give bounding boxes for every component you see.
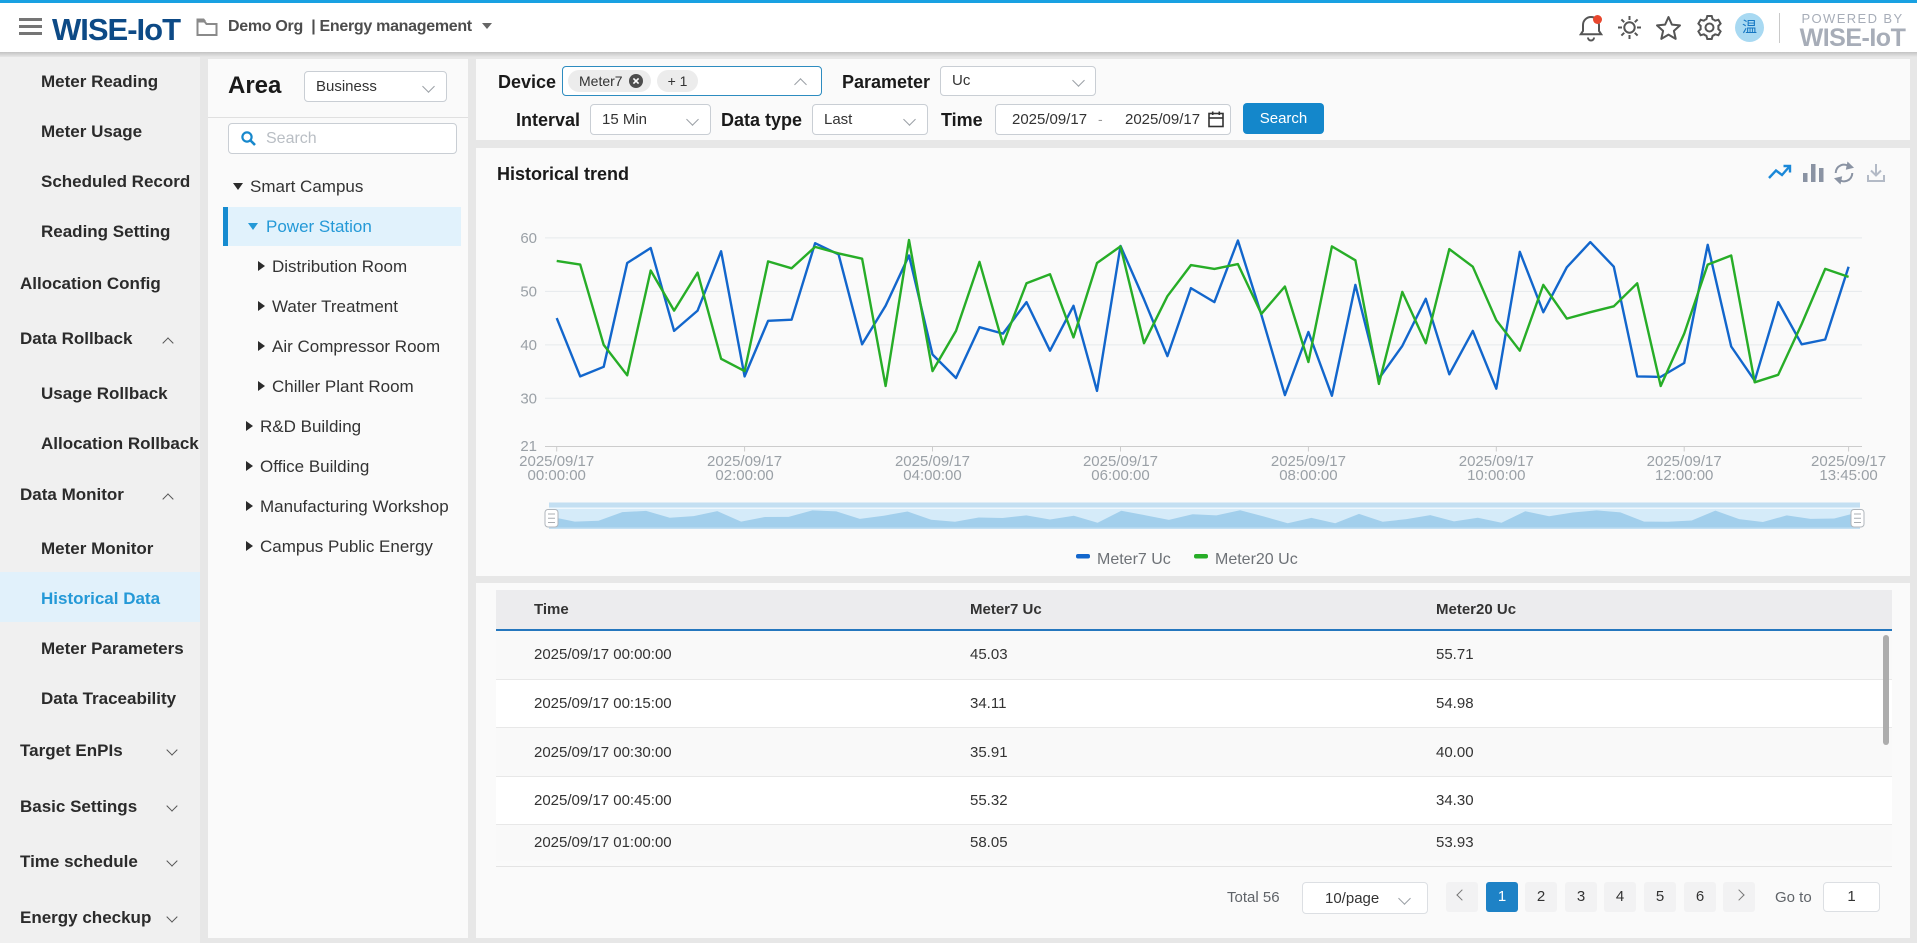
svg-text:40: 40 bbox=[520, 337, 537, 354]
svg-text:00:00:00: 00:00:00 bbox=[528, 467, 586, 484]
svg-text:Meter7 Uc: Meter7 Uc bbox=[1097, 551, 1171, 568]
svg-text:2025/09/17: 2025/09/17 bbox=[519, 453, 594, 470]
svg-text:08:00:00: 08:00:00 bbox=[1279, 467, 1337, 484]
svg-text:2025/09/17: 2025/09/17 bbox=[1647, 453, 1722, 470]
svg-text:30: 30 bbox=[520, 390, 537, 407]
svg-text:10:00:00: 10:00:00 bbox=[1467, 467, 1525, 484]
svg-text:04:00:00: 04:00:00 bbox=[903, 467, 961, 484]
svg-text:02:00:00: 02:00:00 bbox=[715, 467, 773, 484]
svg-text:2025/09/17: 2025/09/17 bbox=[1083, 453, 1158, 470]
svg-text:60: 60 bbox=[520, 230, 537, 247]
svg-text:50: 50 bbox=[520, 283, 537, 300]
svg-text:06:00:00: 06:00:00 bbox=[1091, 467, 1149, 484]
svg-text:2025/09/17: 2025/09/17 bbox=[1811, 453, 1886, 470]
svg-text:2025/09/17: 2025/09/17 bbox=[895, 453, 970, 470]
svg-text:21: 21 bbox=[520, 438, 537, 455]
svg-text:2025/09/17: 2025/09/17 bbox=[1459, 453, 1534, 470]
svg-text:Meter20 Uc: Meter20 Uc bbox=[1215, 551, 1298, 568]
svg-text:12:00:00: 12:00:00 bbox=[1655, 467, 1713, 484]
svg-text:2025/09/17: 2025/09/17 bbox=[707, 453, 782, 470]
svg-text:2025/09/17: 2025/09/17 bbox=[1271, 453, 1346, 470]
svg-text:13:45:00: 13:45:00 bbox=[1819, 467, 1877, 484]
